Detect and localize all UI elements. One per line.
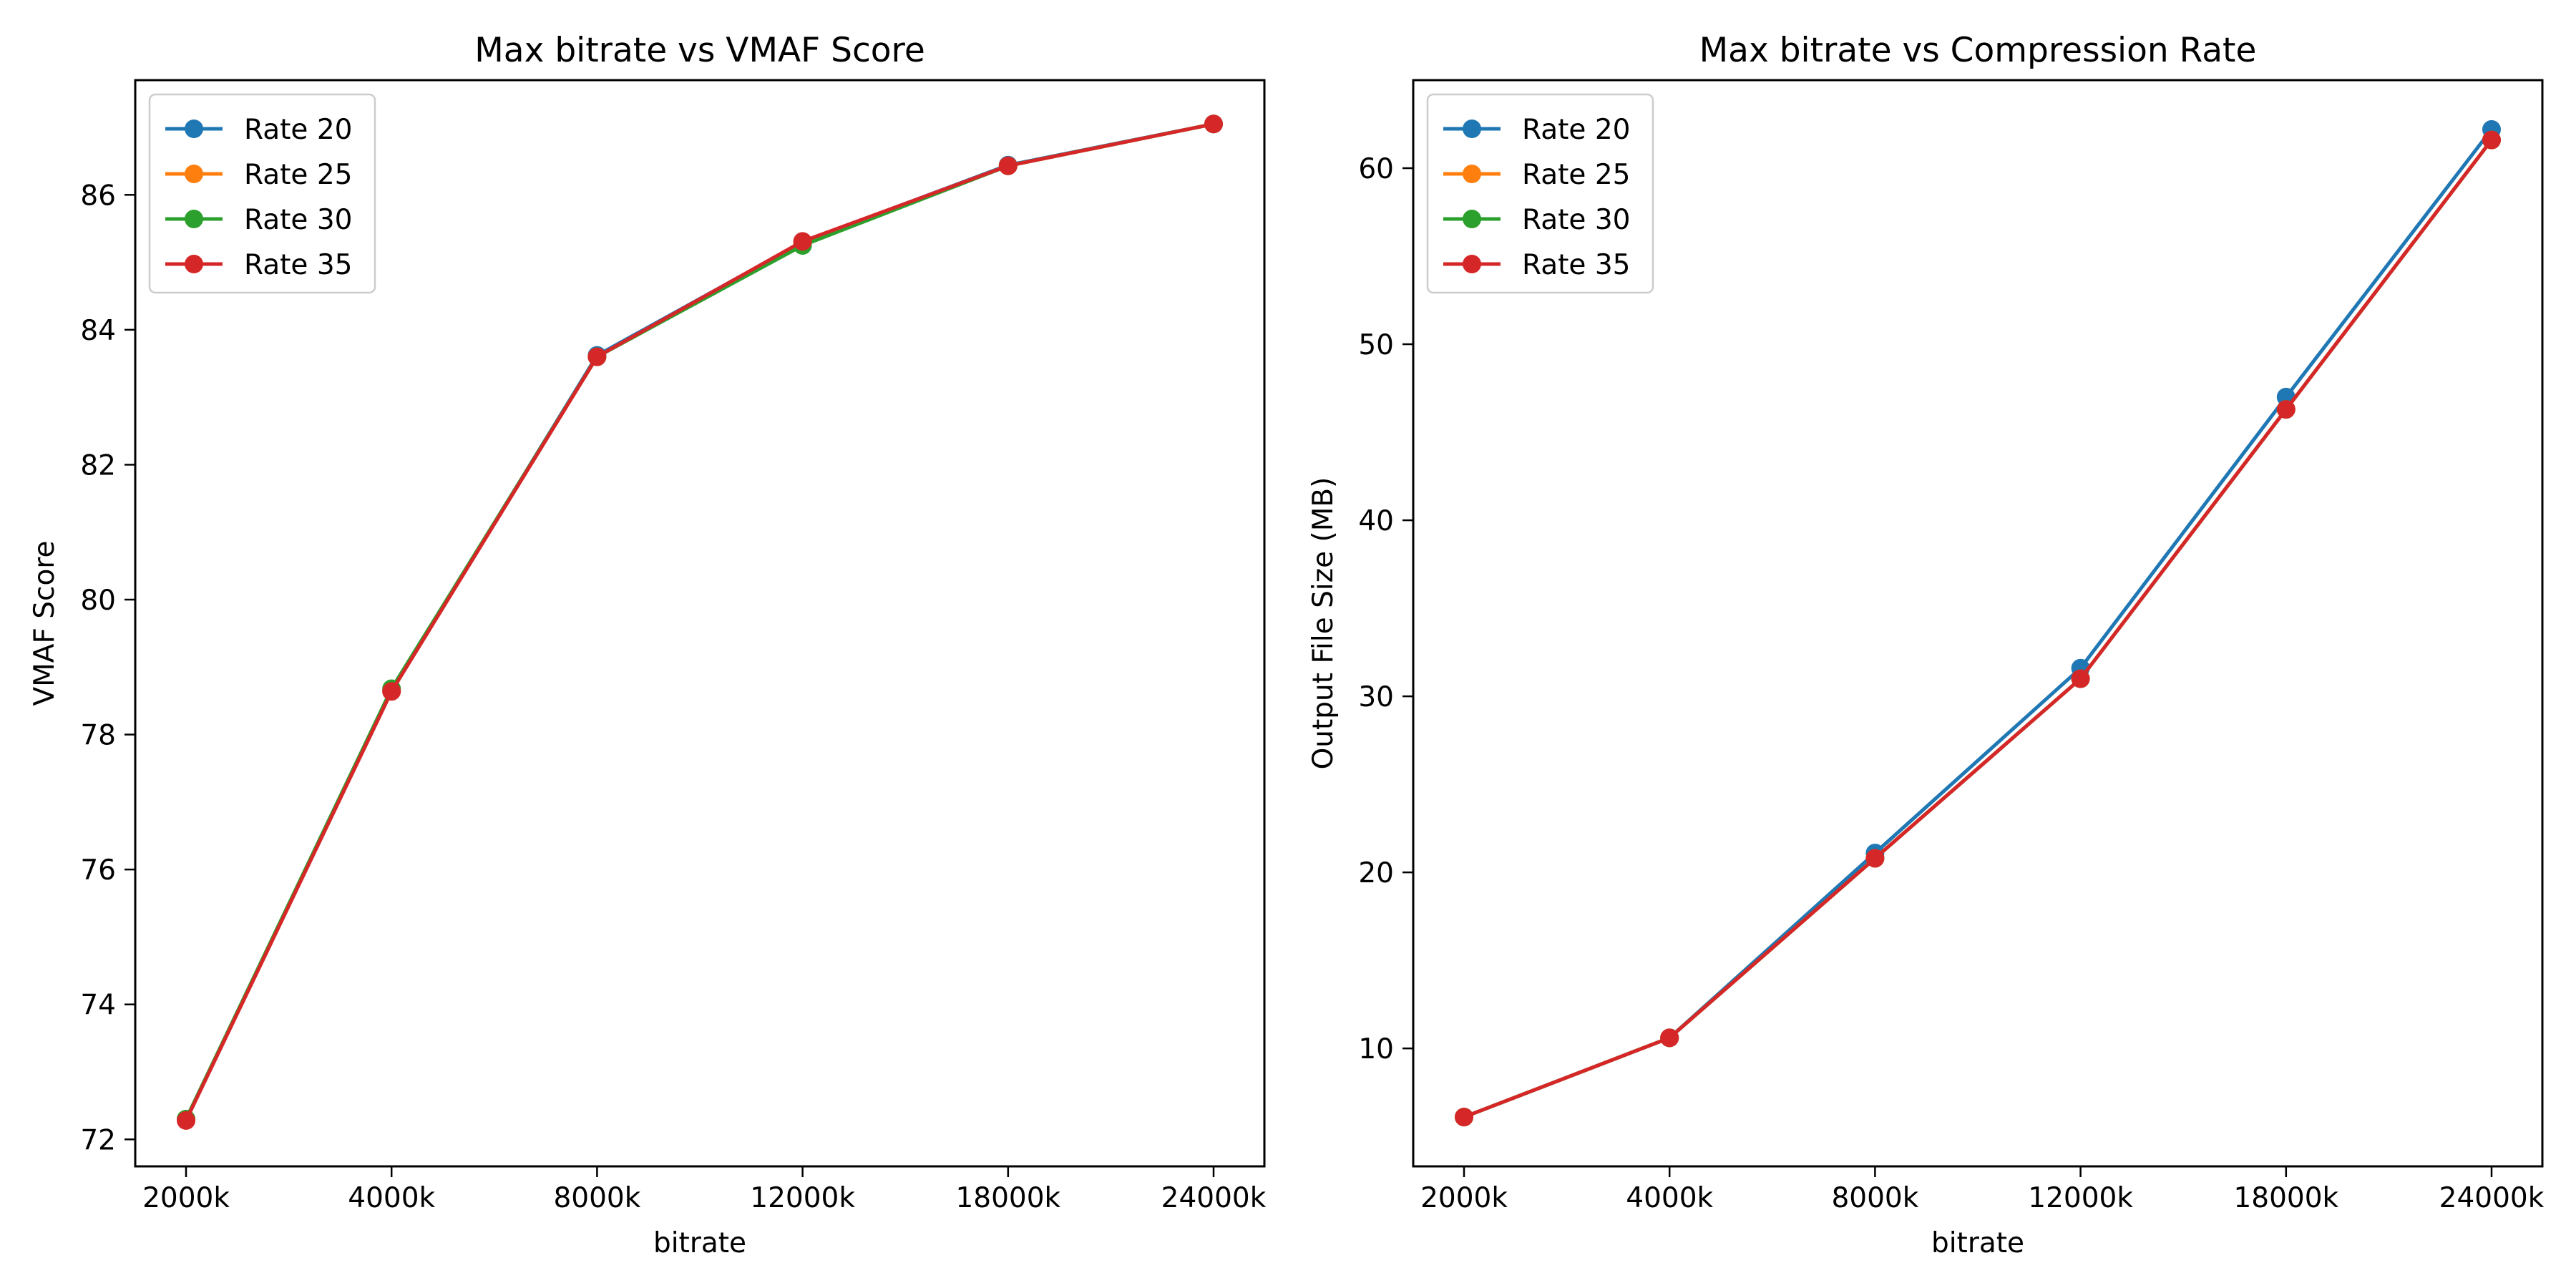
data-point [587, 347, 607, 366]
legend-item: Rate 20 [165, 114, 352, 146]
data-point [2071, 669, 2090, 688]
y-axis-label: Output File Size (MB) [1307, 477, 1340, 770]
data-point [1204, 114, 1223, 134]
legend-label: Rate 25 [244, 159, 352, 191]
x-tick-label: 2000k [142, 1182, 230, 1214]
plot-frame [1412, 79, 2544, 1168]
series-line [184, 122, 1214, 1121]
legend-swatch-marker [1463, 119, 1481, 138]
data-point [177, 1111, 195, 1130]
y-tick-label: 76 [80, 854, 116, 887]
y-tick-label: 10 [1358, 1033, 1394, 1065]
y-tick-label: 30 [1358, 681, 1394, 713]
legend-label: Rate 25 [1522, 159, 1630, 191]
y-tick-label: 20 [1358, 857, 1394, 889]
legend-item: Rate 25 [165, 159, 352, 191]
legend: Rate 20 Rate 25 Rate 30 Rate 35 [148, 93, 376, 294]
data-point [998, 156, 1018, 175]
y-tick-label: 86 [80, 180, 116, 212]
x-tick-label: 24000k [2439, 1182, 2545, 1214]
legend-item: Rate 30 [165, 204, 352, 236]
legend-label: Rate 20 [1522, 114, 1630, 146]
chart-title: Max bitrate vs Compression Rate [1699, 31, 2257, 70]
data-point [1865, 849, 1885, 868]
y-axis-label: VMAF Score [29, 540, 61, 706]
y-tick-label: 78 [80, 720, 116, 752]
legend-label: Rate 30 [1522, 204, 1630, 236]
x-axis-label: bitrate [653, 1227, 746, 1259]
legend-item: Rate 30 [1443, 204, 1630, 236]
y-tick-label: 84 [80, 315, 116, 347]
y-tick-label: 40 [1358, 505, 1394, 537]
y-tick-label: 50 [1358, 329, 1394, 361]
y-tick-label: 60 [1358, 153, 1394, 185]
y-tick-label: 82 [80, 449, 116, 482]
x-tick-label: 12000k [2028, 1182, 2133, 1214]
legend-swatch-marker [1463, 165, 1481, 183]
legend-swatch-marker [185, 255, 203, 273]
x-tick-label: 4000k [1626, 1182, 1713, 1214]
series-line [1463, 139, 2493, 1119]
legend-item: Rate 35 [1443, 249, 1630, 281]
legend-swatch-marker [1463, 255, 1481, 273]
x-tick-label: 8000k [1831, 1182, 1918, 1214]
y-tick-label: 74 [80, 990, 116, 1022]
legend-item: Rate 35 [165, 249, 352, 281]
data-point [382, 682, 401, 701]
series-rate-35 [177, 114, 1223, 1130]
y-tick-label: 72 [80, 1124, 116, 1156]
y-tick-label: 80 [80, 585, 116, 617]
legend-swatch-marker [185, 210, 203, 228]
data-point [2482, 130, 2501, 150]
x-axis-label: bitrate [1931, 1227, 2024, 1259]
series-rate-35 [1455, 130, 2501, 1127]
legend-label: Rate 20 [244, 114, 352, 146]
legend-label: Rate 30 [244, 204, 352, 236]
data-point [1455, 1108, 1473, 1127]
chart-title: Max bitrate vs VMAF Score [474, 31, 925, 70]
legend-label: Rate 35 [244, 249, 352, 281]
data-point [1660, 1028, 1679, 1048]
legend: Rate 20 Rate 25 Rate 30 Rate 35 [1426, 93, 1654, 294]
legend-swatch-marker [185, 119, 203, 138]
legend-item: Rate 25 [1443, 159, 1630, 191]
plot-frame [134, 79, 1266, 1168]
legend-swatch-marker [185, 165, 203, 183]
x-tick-label: 24000k [1161, 1182, 1267, 1214]
x-tick-label: 12000k [750, 1182, 855, 1214]
legend-item: Rate 20 [1443, 114, 1630, 146]
legend-box [148, 93, 376, 294]
data-point [2276, 400, 2296, 419]
x-tick-label: 18000k [2233, 1182, 2338, 1214]
chart-1: Max bitrate vs VMAF Score 2000k 4000k 8000k… [29, 31, 1267, 1259]
x-tick-label: 8000k [553, 1182, 640, 1214]
legend-box [1426, 93, 1654, 294]
legend-swatch-marker [1463, 210, 1481, 228]
legend-label: Rate 35 [1522, 249, 1630, 281]
chart-2: Max bitrate vs Compression Rate 2000k 4000… [1307, 31, 2545, 1259]
x-tick-label: 2000k [1420, 1182, 1508, 1214]
x-tick-label: 4000k [348, 1182, 435, 1214]
data-point [793, 232, 812, 251]
x-tick-label: 18000k [955, 1182, 1060, 1214]
